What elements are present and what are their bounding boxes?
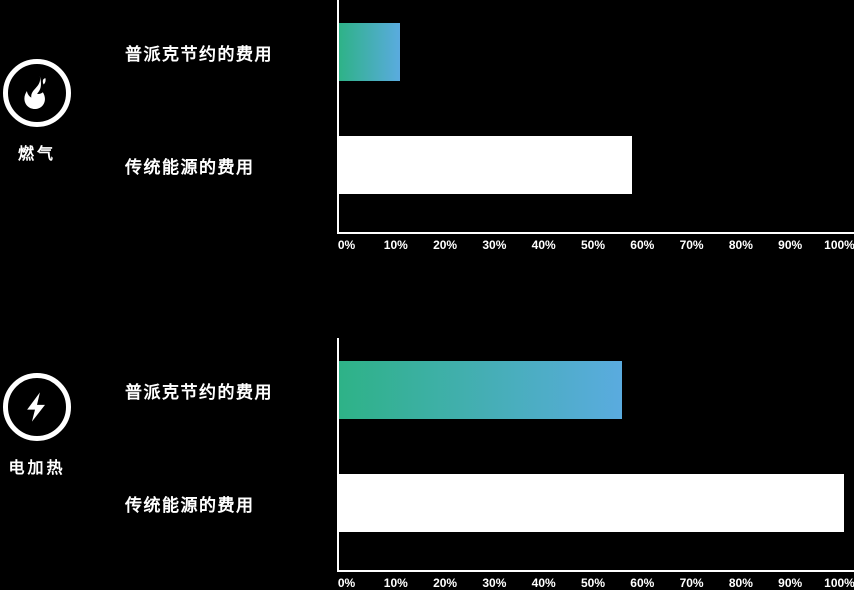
x-axis-line xyxy=(337,570,854,572)
axis-tick-label: 60% xyxy=(630,576,655,590)
bar-traditional-gas xyxy=(339,136,632,194)
bar-traditional-electric xyxy=(339,474,844,532)
axis-tick-label: 50% xyxy=(580,238,606,252)
electric-chart-group: 电加热 普派克节约的费用 传统能源的费用 0% 10% 20% 30% 40% 50% 60… xyxy=(0,338,854,590)
row-label-traditional: 传统能源的费用 xyxy=(125,495,255,515)
row-label-saved: 普派克节约的费用 xyxy=(125,382,273,402)
axis-tick-label: 90% xyxy=(778,576,803,590)
gas-chart-group: 燃气 普派克节约的费用 传统能源的费用 0% 10% 20% 30% 40% 50% 60%… xyxy=(0,0,854,252)
electric-icon-label: 电加热 xyxy=(8,460,66,477)
electric-icon-block: 电加热 xyxy=(3,373,71,478)
x-axis-ticks: 0% 10% 20% 30% 40% 50% 60% 70% 80% 90% 100% xyxy=(337,576,854,590)
y-axis-line xyxy=(337,338,339,572)
axis-tick-label: 30% xyxy=(482,576,507,590)
bar-saved-electric xyxy=(339,361,622,419)
axis-tick-label: 40% xyxy=(531,576,556,590)
row-label-traditional: 传统能源的费用 xyxy=(125,157,255,177)
axis-tick-label: 90% xyxy=(778,238,803,252)
axis-tick-label: 40% xyxy=(531,238,556,252)
axis-tick-label: 60% xyxy=(630,238,655,252)
axis-tick-label: 0% xyxy=(337,576,356,590)
axis-tick-label: 70% xyxy=(679,576,704,590)
axis-tick-label: 70% xyxy=(679,238,704,252)
axis-tick-label: 0% xyxy=(337,238,356,252)
lightning-icon xyxy=(3,373,71,441)
x-axis-line xyxy=(337,232,854,234)
axis-tick-label: 10% xyxy=(383,576,408,590)
bar-saved-gas xyxy=(339,23,400,81)
axis-tick-label: 80% xyxy=(728,576,753,590)
y-axis-line xyxy=(337,0,339,234)
x-axis-ticks: 0% 10% 20% 30% 40% 50% 60% 70% 80% 90% 100% xyxy=(337,238,854,254)
axis-tick-label: 100% xyxy=(824,238,854,252)
axis-tick-label: 20% xyxy=(433,576,458,590)
axis-tick-label: 20% xyxy=(433,238,458,252)
gas-icon-block: 燃气 xyxy=(3,59,71,164)
row-label-saved: 普派克节约的费用 xyxy=(125,44,273,64)
gas-icon-label: 燃气 xyxy=(17,146,56,163)
axis-tick-label: 10% xyxy=(383,238,408,252)
axis-tick-label: 50% xyxy=(580,576,606,590)
flame-icon xyxy=(3,59,71,127)
axis-tick-label: 30% xyxy=(482,238,507,252)
axis-tick-label: 100% xyxy=(824,576,854,590)
axis-tick-label: 80% xyxy=(728,238,753,252)
